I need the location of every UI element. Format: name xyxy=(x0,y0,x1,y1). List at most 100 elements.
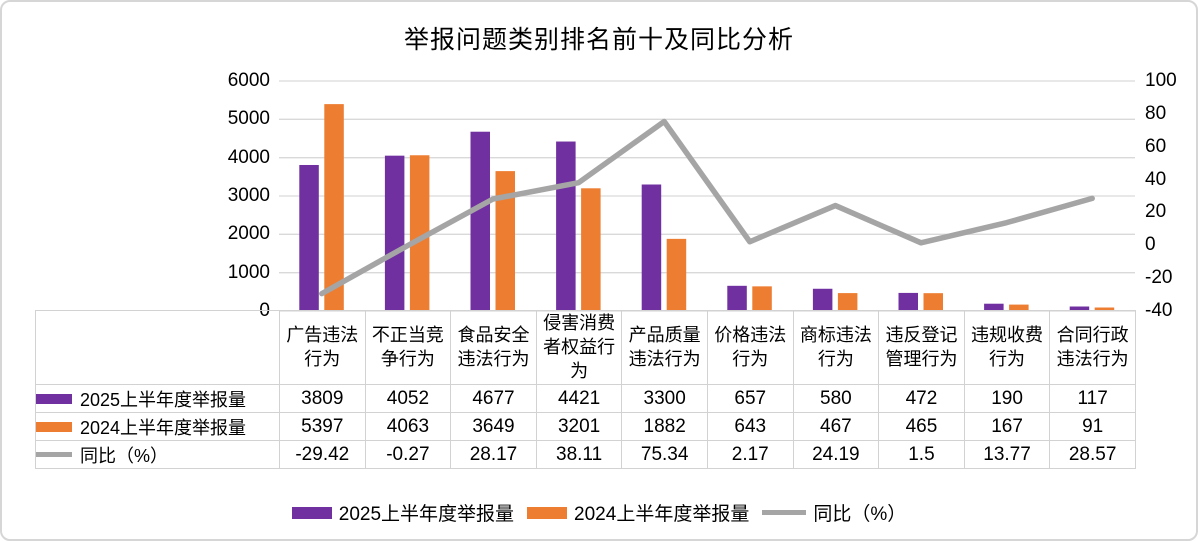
bar-2025上半年度举报量-0 xyxy=(299,164,319,311)
table-corner-cell xyxy=(35,309,280,386)
value-cell: 580 xyxy=(792,384,880,414)
table-row-yoy: 同比（%） -29.42 -0.27 28.17 38.11 75.34 2.1… xyxy=(35,440,1136,470)
bar-2024上半年度举报量-9 xyxy=(1094,307,1115,311)
left-axis-tick: 4000 xyxy=(227,146,270,168)
row-label-text: 2025上半年度举报量 xyxy=(80,389,247,410)
chart-legend: 2025上半年度举报量 2024上半年度举报量 同比（%） xyxy=(2,499,1196,526)
value-cell: 1882 xyxy=(621,412,708,442)
legend-label: 同比（%） xyxy=(813,504,907,525)
bar-2024上半年度举报量-2 xyxy=(495,171,515,311)
trend-line-同比（%） xyxy=(319,118,1095,297)
category-header: 违反登记管理行为 xyxy=(878,309,965,386)
right-axis-tick: -40 xyxy=(1145,300,1173,321)
left-axis-tick: 1000 xyxy=(227,261,270,283)
category-header-row: 广告违法行为 不正当竞争行为 食品安全违法行为 侵害消费者权益行为 产品质量违法… xyxy=(35,309,1136,386)
value-cell: 4063 xyxy=(364,412,452,442)
row-label-text: 同比（%） xyxy=(80,445,169,466)
bar-2025上半年度举报量-7 xyxy=(898,292,918,311)
value-cell: 465 xyxy=(878,412,965,442)
bar-2025上半年度举报量-9 xyxy=(1069,306,1090,311)
value-cell: -0.27 xyxy=(364,440,452,470)
series-2024-swatch xyxy=(36,421,72,432)
value-cell: 28.57 xyxy=(1049,440,1136,470)
row-label-yoy: 同比（%） xyxy=(35,440,280,470)
chart-data-table: 广告违法行为 不正当竞争行为 食品安全违法行为 侵害消费者权益行为 产品质量违法… xyxy=(35,309,1136,470)
left-axis-tick: 5000 xyxy=(227,108,270,130)
value-cell: 75.34 xyxy=(621,440,708,470)
left-axis-tick: 3000 xyxy=(227,185,270,206)
category-header: 合同行政违法行为 xyxy=(1049,309,1136,386)
bar-2024上半年度举报量-4 xyxy=(666,238,687,311)
left-axis-tick: 2000 xyxy=(227,223,270,245)
right-axis-tick: -20 xyxy=(1145,267,1173,289)
right-axis-tick: 100 xyxy=(1145,70,1177,91)
value-cell: 3809 xyxy=(279,384,366,414)
left-value-axis: 6000 5000 4000 3000 2000 1000 0 xyxy=(177,2,270,539)
category-header: 产品质量违法行为 xyxy=(621,309,708,386)
legend-2024-swatch xyxy=(527,506,568,519)
bar-2024上半年度举报量-0 xyxy=(324,104,344,312)
table-row-2024: 2024上半年度举报量 5397 4063 3649 3201 1882 643… xyxy=(35,412,1136,442)
row-label-text: 2024上半年度举报量 xyxy=(80,417,247,438)
value-cell: 1.5 xyxy=(878,440,965,470)
bar-2024上半年度举报量-8 xyxy=(1009,304,1029,311)
value-cell: 3300 xyxy=(621,384,708,414)
value-cell: 3649 xyxy=(450,412,537,442)
value-cell: 2.17 xyxy=(706,440,794,470)
bar-2025上半年度举报量-1 xyxy=(384,155,405,311)
series-yoy-swatch xyxy=(36,452,72,458)
right-axis-tick: 0 xyxy=(1145,234,1156,256)
row-label-2025: 2025上半年度举报量 xyxy=(35,384,280,414)
category-header: 违规收费行为 xyxy=(963,309,1051,386)
value-cell: 472 xyxy=(878,384,965,414)
category-header: 侵害消费者权益行为 xyxy=(535,309,623,386)
legend-label: 2025上半年度举报量 xyxy=(338,504,515,525)
right-percent-axis: 100 80 60 40 20 0 -20 -40 xyxy=(1145,2,1196,539)
bar-2025上半年度举报量-4 xyxy=(641,184,662,311)
value-cell: 3201 xyxy=(535,412,623,442)
bar-2024上半年度举报量-7 xyxy=(923,293,943,311)
value-cell: 4421 xyxy=(535,384,623,414)
legend-2025-swatch xyxy=(291,506,332,519)
right-axis-tick: 60 xyxy=(1145,135,1167,157)
bar-2024上半年度举报量-1 xyxy=(409,155,430,311)
value-cell: 28.17 xyxy=(450,440,537,470)
legend-item-2025: 2025上半年度举报量 xyxy=(291,499,515,526)
value-cell: 13.77 xyxy=(963,440,1051,470)
value-cell: 190 xyxy=(963,384,1051,414)
category-header: 食品安全违法行为 xyxy=(450,309,537,386)
value-cell: 5397 xyxy=(279,412,366,442)
value-cell: 38.11 xyxy=(535,440,623,470)
bar-2024上半年度举报量-3 xyxy=(581,188,601,311)
value-cell: 4677 xyxy=(450,384,537,414)
bar-2024上半年度举报量-5 xyxy=(752,286,772,311)
legend-item-2024: 2024上半年度举报量 xyxy=(527,499,749,526)
category-header: 广告违法行为 xyxy=(279,309,366,386)
category-header: 不正当竞争行为 xyxy=(364,309,452,386)
legend-yoy-swatch xyxy=(762,510,807,515)
series-2025-swatch xyxy=(36,393,72,404)
value-cell: 467 xyxy=(792,412,880,442)
bar-2025上半年度举报量-8 xyxy=(984,303,1004,311)
value-cell: -29.42 xyxy=(279,440,366,470)
value-cell: 657 xyxy=(706,384,794,414)
value-cell: 91 xyxy=(1049,412,1136,442)
value-cell: 167 xyxy=(963,412,1051,442)
chart-title: 举报问题类别排名前十及同比分析 xyxy=(403,27,794,54)
bar-2025上半年度举报量-6 xyxy=(812,288,833,311)
category-header: 价格违法行为 xyxy=(706,309,794,386)
legend-label: 2024上半年度举报量 xyxy=(574,504,750,525)
bar-2025上半年度举报量-5 xyxy=(727,285,747,311)
bar-2024上半年度举报量-6 xyxy=(837,293,858,311)
category-header: 商标违法行为 xyxy=(792,309,880,386)
bar-2025上半年度举报量-2 xyxy=(470,131,490,311)
value-cell: 24.19 xyxy=(792,440,880,470)
bar-2025上半年度举报量-3 xyxy=(556,141,576,311)
value-cell: 117 xyxy=(1049,384,1136,414)
right-axis-tick: 40 xyxy=(1145,168,1167,190)
right-axis-tick: 20 xyxy=(1145,201,1167,223)
table-row-2025: 2025上半年度举报量 3809 4052 4677 4421 3300 657… xyxy=(35,384,1136,414)
legend-item-yoy: 同比（%） xyxy=(762,499,906,526)
